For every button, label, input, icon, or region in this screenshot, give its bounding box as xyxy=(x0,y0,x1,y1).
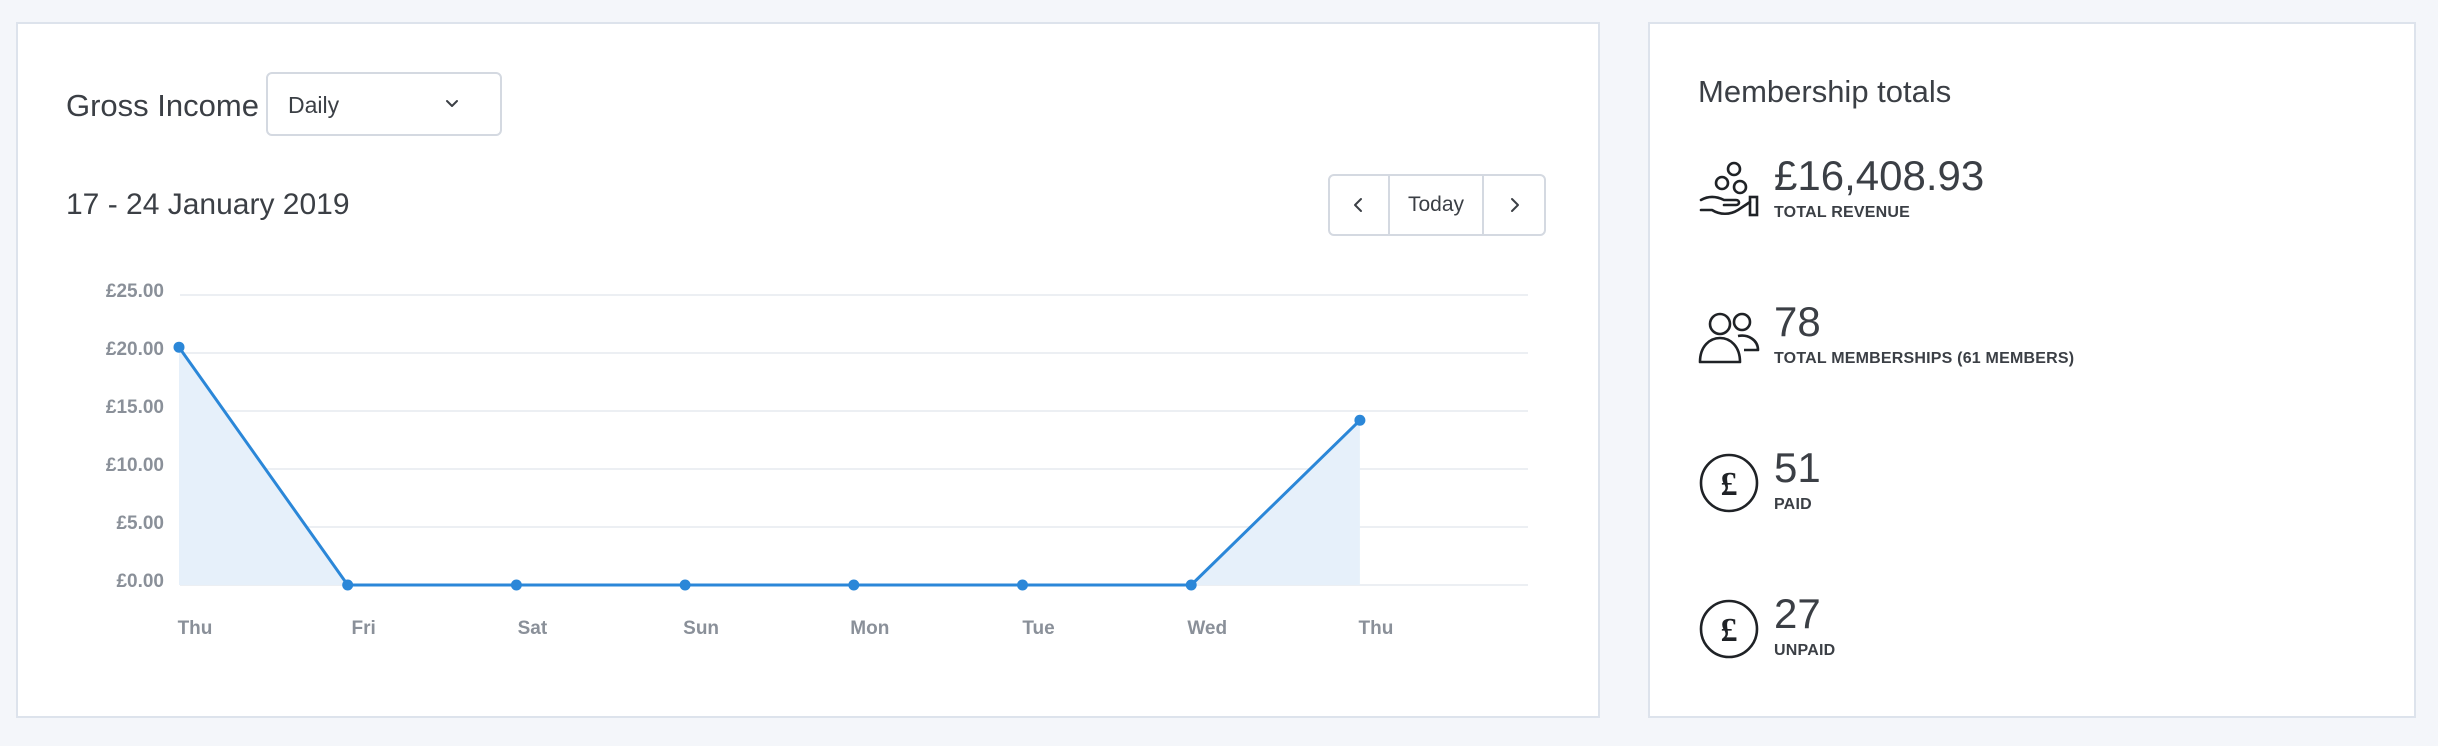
x-tick-label: Thu xyxy=(1358,618,1393,639)
series-area xyxy=(179,347,1360,585)
stat-unpaid: £ 27 UNPAID xyxy=(1698,590,2398,680)
next-button[interactable] xyxy=(1484,176,1544,234)
chevron-down-icon xyxy=(446,100,458,107)
y-tick-label: £0.00 xyxy=(116,571,164,592)
y-tick-label: £15.00 xyxy=(106,397,164,418)
pound-circle-icon: £ xyxy=(1699,453,1759,513)
x-tick-label: Sat xyxy=(518,618,548,639)
gross-income-card: Gross Income Daily 17 - 24 January 2019 … xyxy=(16,22,1600,718)
stat-label: TOTAL MEMBERSHIPS (61 MEMBERS) xyxy=(1774,350,2075,367)
y-tick-label: £5.00 xyxy=(116,513,164,534)
x-tick-label: Wed xyxy=(1187,618,1227,639)
stat-paid: £ 51 PAID xyxy=(1698,444,2398,534)
data-point xyxy=(1185,579,1197,591)
pound-circle-icon: £ xyxy=(1699,599,1759,659)
data-point xyxy=(342,579,354,591)
y-tick-label: £25.00 xyxy=(106,281,164,302)
stat-label: TOTAL REVENUE xyxy=(1774,204,1910,221)
data-point xyxy=(848,579,860,591)
date-nav: Today xyxy=(1328,174,1546,236)
x-tick-label: Thu xyxy=(178,618,213,639)
stat-value: 51 xyxy=(1774,444,1821,491)
gross-income-title: Gross Income xyxy=(66,88,259,123)
stat-value: 78 xyxy=(1774,298,1821,345)
period-dropdown[interactable]: Daily xyxy=(266,72,502,136)
svg-text:£: £ xyxy=(1721,466,1738,503)
data-point xyxy=(510,579,522,591)
membership-totals-card: Membership totals £16,408.93 TOTAL REVEN… xyxy=(1648,22,2416,718)
data-point xyxy=(679,579,691,591)
stat-value: 27 xyxy=(1774,590,1821,637)
stat-label: UNPAID xyxy=(1774,642,1836,659)
membership-title: Membership totals xyxy=(1698,74,1952,109)
data-point xyxy=(1017,579,1028,591)
previous-button[interactable] xyxy=(1330,176,1390,234)
data-point xyxy=(173,341,185,353)
y-tick-label: £10.00 xyxy=(106,455,164,476)
svg-text:£: £ xyxy=(1721,612,1738,649)
series-line xyxy=(177,346,1361,587)
stat-value: £16,408.93 xyxy=(1774,152,1985,199)
x-tick-label: Sun xyxy=(683,618,719,639)
x-tick-label: Tue xyxy=(1022,618,1054,639)
x-tick-label: Fri xyxy=(352,618,376,639)
period-dropdown-value: Daily xyxy=(288,92,340,118)
today-button[interactable]: Today xyxy=(1390,176,1484,234)
hand-coins-icon xyxy=(1699,161,1759,217)
y-tick-label: £20.00 xyxy=(106,339,164,360)
x-tick-label: Mon xyxy=(850,618,889,639)
stat-total-memberships: 78 TOTAL MEMBERSHIPS (61 MEMBERS) xyxy=(1698,298,2398,388)
chevron-left-icon xyxy=(1354,198,1362,212)
users-icon xyxy=(1698,312,1760,364)
date-range-label: 17 - 24 January 2019 xyxy=(66,188,350,221)
data-point xyxy=(1354,414,1366,426)
stat-total-revenue: £16,408.93 TOTAL REVENUE xyxy=(1698,152,2398,242)
income-chart: £0.00 £5.00 £10.00 £15.00 £20.00 £25.00 Thu Fri… xyxy=(106,281,1528,639)
stat-label: PAID xyxy=(1774,496,1812,513)
chevron-right-icon xyxy=(1511,198,1519,212)
